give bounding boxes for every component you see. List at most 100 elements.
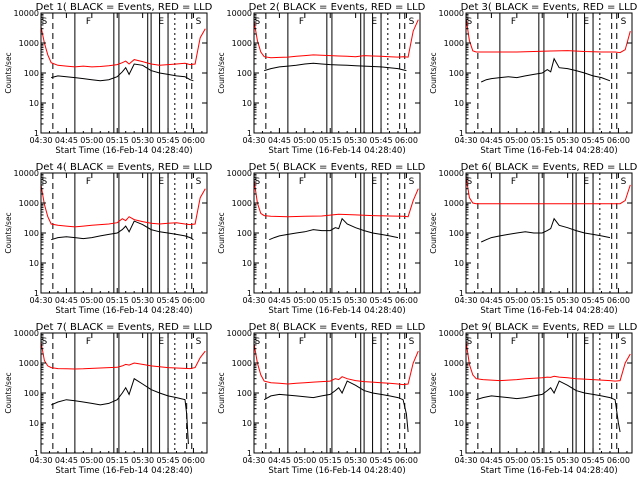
series-events-line xyxy=(51,377,189,445)
phase-letter: E xyxy=(583,337,589,347)
y-axis-label: Counts/sec xyxy=(4,212,13,253)
series-lld-line xyxy=(466,17,631,54)
x-tick-label: 05:15 xyxy=(319,136,342,145)
y-tick-label: 10 xyxy=(454,259,464,268)
series-lld-line xyxy=(41,184,206,228)
x-tick-label: 05:45 xyxy=(157,296,180,305)
panel-title: Det 4( BLACK = Events, RED = LLD xyxy=(36,162,213,173)
x-tick-label: 04:45 xyxy=(480,456,503,465)
phase-letter: S xyxy=(196,337,202,347)
x-axis-label: Start Time (16-Feb-14 04:28:40) xyxy=(55,306,192,316)
phase-letter: S xyxy=(409,337,415,347)
phase-letter: S xyxy=(409,17,415,27)
phase-letter: E xyxy=(158,337,164,347)
x-tick-label: 05:15 xyxy=(531,136,554,145)
phase-letter: S xyxy=(409,177,415,187)
x-tick-label: 05:30 xyxy=(344,136,367,145)
x-tick-label: 04:30 xyxy=(29,456,52,465)
y-tick-label: 1 xyxy=(34,449,39,458)
y-tick-label: 10 xyxy=(29,419,39,428)
x-tick-label: 05:30 xyxy=(131,136,154,145)
x-tick-label: 04:45 xyxy=(55,136,78,145)
x-tick-label: 05:45 xyxy=(582,456,605,465)
x-tick-label: 06:00 xyxy=(182,296,205,305)
x-axis-label: Start Time (16-Feb-14 04:28:40) xyxy=(480,146,617,156)
y-tick-label: 100 xyxy=(24,389,39,398)
y-tick-label: 10 xyxy=(454,99,464,108)
x-axis-label: Start Time (16-Feb-14 04:28:40) xyxy=(480,466,617,476)
panel-9: Det 9( BLACK = Events, RED = LLD S F E S 04:3… xyxy=(429,322,638,476)
series-events-line xyxy=(51,220,194,241)
x-tick-label: 05:00 xyxy=(293,296,316,305)
phase-letter: F xyxy=(299,17,304,27)
phase-letter: E xyxy=(158,17,164,27)
x-tick-label: 05:00 xyxy=(505,456,528,465)
phase-letter: S xyxy=(196,17,202,27)
plot-frame xyxy=(253,172,421,294)
y-tick-label: 1 xyxy=(459,129,464,138)
x-tick-label: 06:00 xyxy=(607,296,630,305)
y-tick-label: 1000 xyxy=(232,199,252,208)
panel-8: Det 8( BLACK = Events, RED = LLD S F E S 04:3… xyxy=(217,322,426,476)
x-tick-label: 04:45 xyxy=(55,296,78,305)
phase-letter: S xyxy=(467,177,473,187)
x-axis-label: Start Time (16-Feb-14 04:28:40) xyxy=(268,466,405,476)
y-tick-label: 1000 xyxy=(19,39,39,48)
y-axis-label: Counts/sec xyxy=(429,372,438,413)
y-tick-label: 100 xyxy=(449,389,464,398)
y-axis-label: Counts/sec xyxy=(217,372,226,413)
phase-letter: S xyxy=(255,177,261,187)
panel-4: Det 4( BLACK = Events, RED = LLD S F E S 04:3… xyxy=(4,162,213,316)
y-tick-label: 10 xyxy=(454,419,464,428)
y-tick-label: 10 xyxy=(242,419,252,428)
x-tick-label: 05:30 xyxy=(344,296,367,305)
plot-frame xyxy=(40,172,208,294)
x-tick-label: 05:15 xyxy=(106,136,129,145)
series-lld-line xyxy=(254,19,419,59)
x-tick-label: 04:45 xyxy=(268,456,291,465)
plot-frame xyxy=(253,12,421,134)
panel-title: Det 2( BLACK = Events, RED = LLD xyxy=(249,2,426,13)
x-tick-label: 05:00 xyxy=(505,296,528,305)
phase-letter: S xyxy=(467,17,473,27)
x-tick-label: 05:45 xyxy=(370,456,393,465)
series-lld-line xyxy=(254,343,419,386)
x-tick-label: 05:15 xyxy=(531,456,554,465)
y-axis-label: Counts/sec xyxy=(217,212,226,253)
x-tick-label: 06:00 xyxy=(395,456,418,465)
x-tick-label: 05:30 xyxy=(131,456,154,465)
panel-title: Det 7( BLACK = Events, RED = LLD xyxy=(36,322,213,333)
y-tick-label: 100 xyxy=(449,229,464,238)
series-events-line xyxy=(263,380,409,433)
x-tick-label: 05:45 xyxy=(582,296,605,305)
x-tick-label: 06:00 xyxy=(607,456,630,465)
x-tick-label: 04:30 xyxy=(242,136,265,145)
x-tick-label: 05:00 xyxy=(293,456,316,465)
phase-letter: E xyxy=(371,177,377,187)
y-axis-label: Counts/sec xyxy=(429,212,438,253)
y-tick-label: 10000 xyxy=(14,329,39,338)
phase-letter: E xyxy=(371,337,377,347)
x-tick-label: 05:15 xyxy=(106,456,129,465)
y-tick-label: 1000 xyxy=(19,359,39,368)
series-events-line xyxy=(480,57,611,83)
phase-letter: E xyxy=(371,17,377,27)
phase-letter: S xyxy=(196,177,202,187)
x-tick-label: 04:30 xyxy=(454,136,477,145)
series-lld-line xyxy=(254,179,419,218)
phase-letter: S xyxy=(255,17,261,27)
y-tick-label: 100 xyxy=(449,69,464,78)
y-tick-label: 10000 xyxy=(14,9,39,18)
x-tick-label: 05:15 xyxy=(319,456,342,465)
x-tick-label: 05:00 xyxy=(80,296,103,305)
y-axis-label: Counts/sec xyxy=(217,52,226,93)
phase-letter: S xyxy=(42,337,48,347)
plot-frame xyxy=(465,12,633,134)
x-tick-label: 05:30 xyxy=(344,456,367,465)
phase-letter: S xyxy=(621,17,627,27)
y-tick-label: 1 xyxy=(34,129,39,138)
phase-letter: F xyxy=(511,177,516,187)
y-tick-label: 10000 xyxy=(439,329,464,338)
y-tick-label: 10 xyxy=(29,99,39,108)
x-tick-label: 06:00 xyxy=(395,136,418,145)
